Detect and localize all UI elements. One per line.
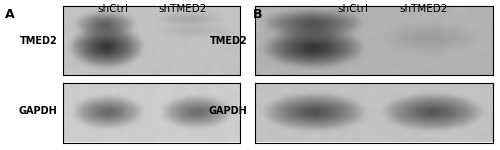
Text: TMED2: TMED2 [20,36,58,45]
Text: A: A [5,8,15,21]
Text: B: B [252,8,262,21]
Text: GAPDH: GAPDH [19,106,58,116]
Text: shTMED2: shTMED2 [158,4,206,15]
Text: TMED2: TMED2 [210,36,248,45]
Text: shCtrl: shCtrl [337,4,368,15]
Text: GAPDH: GAPDH [209,106,248,116]
Text: shTMED2: shTMED2 [400,4,448,15]
Text: shCtrl: shCtrl [97,4,128,15]
